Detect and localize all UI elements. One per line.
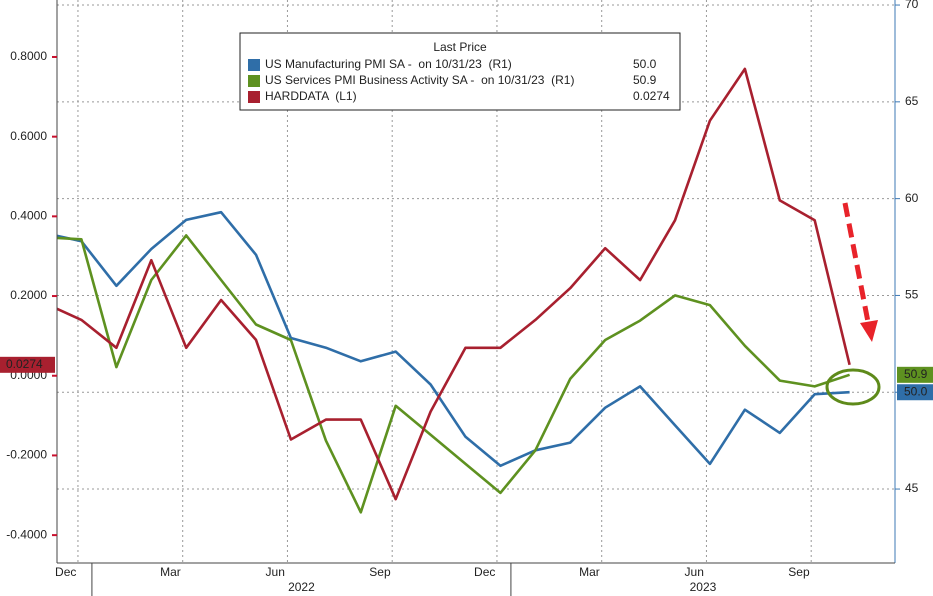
legend-value: 50.0 (633, 57, 657, 71)
annotation-arrow (842, 202, 878, 342)
x-tick-label: Dec (55, 565, 76, 579)
legend-value: 0.0274 (633, 89, 670, 103)
y2-tick-label: 45 (905, 481, 919, 495)
x-tick-label: Jun (266, 565, 285, 579)
y-tick-label: -0.4000 (6, 527, 47, 541)
last-value-label: 0.0274 (6, 357, 43, 371)
x-tick-label: Sep (788, 565, 810, 579)
last-value-box (897, 384, 933, 401)
y2-tick-label: 60 (905, 191, 919, 205)
x-tick-label: Dec (474, 565, 495, 579)
legend-title: Last Price (433, 40, 487, 54)
legend-swatch (248, 75, 260, 87)
legend-label: US Services PMI Business Activity SA - o… (265, 73, 574, 87)
x-tick-label: Mar (579, 565, 600, 579)
y-tick-label: 0.4000 (10, 209, 47, 223)
last-value-label: 50.0 (904, 384, 928, 398)
legend-swatch (248, 59, 260, 71)
legend: Last Price US Manufacturing PMI SA - on … (239, 32, 681, 111)
legend-value: 50.9 (633, 73, 657, 87)
year-label: 2022 (288, 580, 315, 594)
y-tick-label: -0.2000 (6, 448, 47, 462)
last-value-box (0, 356, 55, 373)
y-tick-label: 0.8000 (10, 49, 47, 63)
legend-swatch (248, 91, 260, 103)
last-value-label: 50.9 (904, 367, 928, 381)
x-tick-label: Sep (369, 565, 391, 579)
year-label: 2023 (690, 580, 717, 594)
y2-tick-label: 55 (905, 288, 919, 302)
last-value-box (897, 366, 933, 383)
series-line (57, 234, 851, 514)
y-tick-label: 0.2000 (10, 288, 47, 302)
x-tick-label: Jun (685, 565, 704, 579)
y2-tick-label: 70 (905, 0, 919, 11)
legend-label: US Manufacturing PMI SA - on 10/31/23 (R… (265, 57, 512, 71)
x-tick-label: Mar (160, 565, 181, 579)
y2-tick-label: 65 (905, 94, 919, 108)
y-tick-label: 0.6000 (10, 129, 47, 143)
legend-label: HARDDATA (L1) (265, 89, 357, 103)
series-line (57, 210, 850, 468)
annotation-circle (825, 368, 881, 406)
series-line (57, 67, 851, 501)
